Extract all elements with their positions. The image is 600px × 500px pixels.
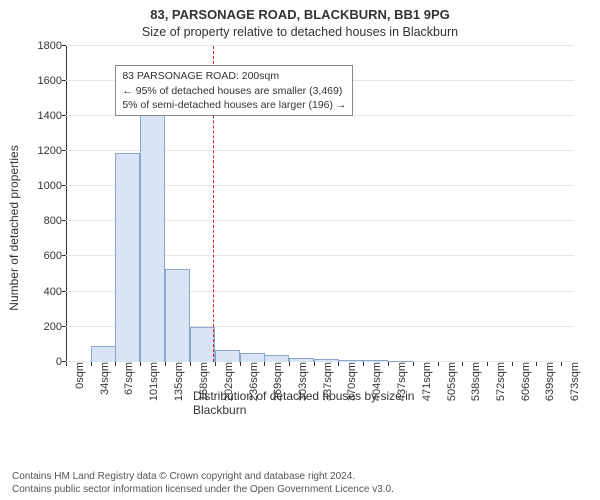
xtick-mark — [190, 362, 191, 366]
xtick-label: 538sqm — [466, 362, 482, 401]
xtick-label: 639sqm — [540, 362, 556, 401]
xtick-mark — [413, 362, 414, 366]
xtick-mark — [363, 362, 364, 366]
xtick-mark — [388, 362, 389, 366]
ytick-label: 1000 — [38, 180, 66, 192]
ytick-label: 200 — [44, 321, 66, 333]
xtick-mark — [240, 362, 241, 366]
xtick-label: 673sqm — [565, 362, 581, 401]
xtick-label: 101sqm — [144, 362, 160, 401]
xtick-label: 0sqm — [70, 362, 86, 389]
xtick-label: 471sqm — [417, 362, 433, 401]
xtick-mark — [140, 362, 141, 366]
chart-subtitle: Size of property relative to detached ho… — [12, 24, 588, 40]
xtick-mark — [264, 362, 265, 366]
xtick-label: 34sqm — [95, 362, 111, 395]
xtick-mark — [314, 362, 315, 366]
histogram-bar — [190, 327, 215, 362]
xtick-label: 404sqm — [367, 362, 383, 401]
chart-title: 83, PARSONAGE ROAD, BLACKBURN, BB1 9PG — [12, 6, 588, 24]
xtick-label: 505sqm — [442, 362, 458, 401]
ytick-label: 1400 — [38, 110, 66, 122]
xtick-label: 168sqm — [194, 362, 210, 401]
xtick-mark — [289, 362, 290, 366]
histogram-bar — [264, 355, 289, 362]
ytick-label: 1600 — [38, 75, 66, 87]
xtick-label: 303sqm — [293, 362, 309, 401]
chart-outer: Number of detached properties Distributi… — [20, 42, 580, 414]
xtick-label: 269sqm — [268, 362, 284, 401]
histogram-bar — [240, 353, 265, 362]
annotation-box: 83 PARSONAGE ROAD: 200sqm← 95% of detach… — [115, 65, 353, 116]
plot-area: Distribution of detached houses by size … — [66, 46, 574, 362]
xtick-mark — [91, 362, 92, 366]
y-axis-label: Number of detached properties — [7, 145, 21, 310]
annotation-line-1: 83 PARSONAGE ROAD: 200sqm — [122, 69, 346, 83]
ytick-label: 400 — [44, 286, 66, 298]
histogram-bar — [215, 350, 240, 362]
xtick-mark — [165, 362, 166, 366]
xtick-label: 337sqm — [318, 362, 334, 401]
xtick-mark — [438, 362, 439, 366]
footer-line-1: Contains HM Land Registry data © Crown c… — [12, 470, 588, 483]
xtick-mark — [487, 362, 488, 366]
histogram-bar — [115, 153, 140, 362]
gridline — [66, 45, 574, 46]
xtick-mark — [115, 362, 116, 366]
histogram-bar — [140, 106, 165, 362]
ytick-label: 0 — [56, 356, 66, 368]
xtick-mark — [561, 362, 562, 366]
axis-left — [66, 46, 67, 362]
xtick-mark — [462, 362, 463, 366]
footer: Contains HM Land Registry data © Crown c… — [12, 470, 588, 496]
xtick-mark — [536, 362, 537, 366]
ytick-label: 600 — [44, 250, 66, 262]
ytick-label: 800 — [44, 215, 66, 227]
xtick-label: 135sqm — [169, 362, 185, 401]
ytick-label: 1200 — [38, 145, 66, 157]
ytick-label: 1800 — [38, 40, 66, 52]
chart-container: 83, PARSONAGE ROAD, BLACKBURN, BB1 9PG S… — [0, 0, 600, 500]
xtick-label: 67sqm — [119, 362, 135, 395]
xtick-label: 437sqm — [392, 362, 408, 401]
xtick-label: 236sqm — [244, 362, 260, 401]
xtick-mark — [66, 362, 67, 366]
xtick-label: 572sqm — [491, 362, 507, 401]
xtick-mark — [512, 362, 513, 366]
xtick-label: 370sqm — [342, 362, 358, 401]
histogram-bar — [91, 346, 116, 362]
footer-line-2: Contains public sector information licen… — [12, 483, 588, 496]
xtick-label: 606sqm — [516, 362, 532, 401]
xtick-mark — [338, 362, 339, 366]
xtick-mark — [215, 362, 216, 366]
histogram-bar — [165, 269, 190, 362]
xtick-label: 202sqm — [219, 362, 235, 401]
annotation-line-2: ← 95% of detached houses are smaller (3,… — [122, 84, 346, 98]
annotation-line-3: 5% of semi-detached houses are larger (1… — [122, 98, 346, 112]
